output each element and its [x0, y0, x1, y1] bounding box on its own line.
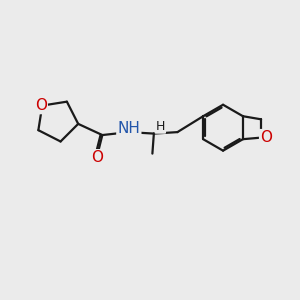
Text: O: O [260, 130, 272, 145]
Text: NH: NH [117, 121, 140, 136]
Text: O: O [35, 98, 47, 113]
Text: O: O [91, 150, 103, 165]
Text: H: H [156, 120, 165, 133]
